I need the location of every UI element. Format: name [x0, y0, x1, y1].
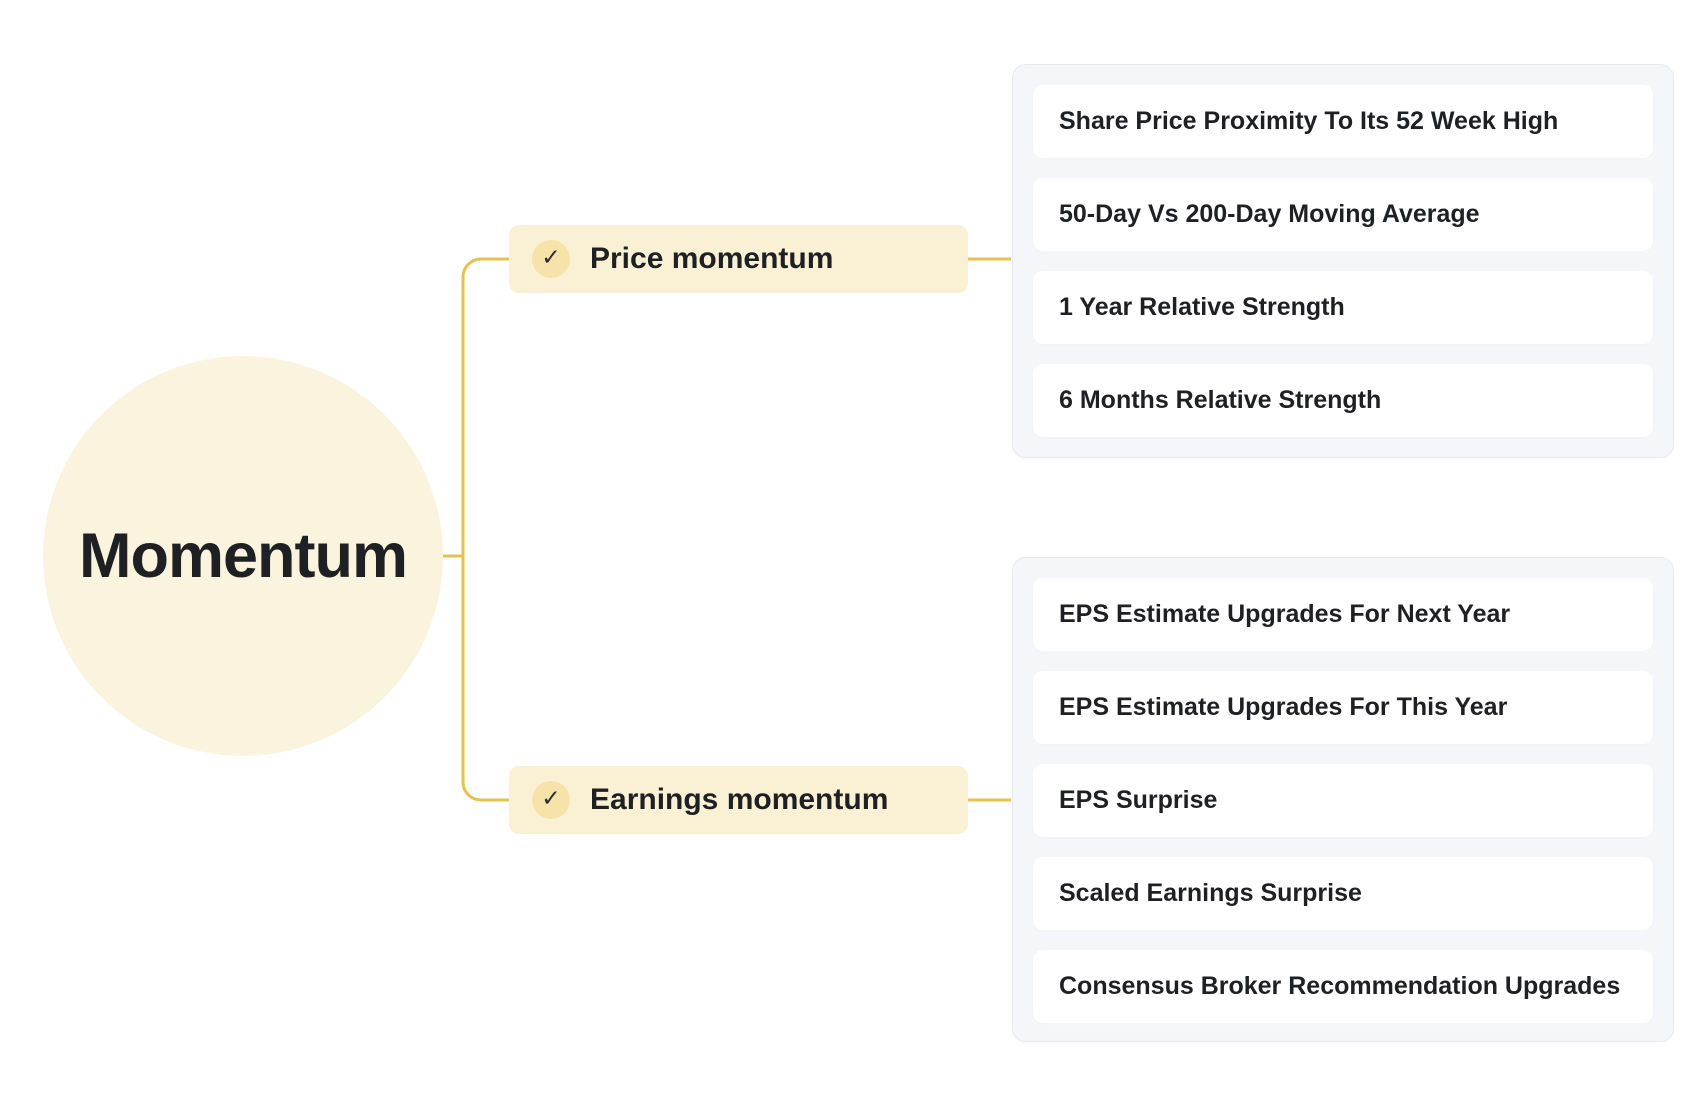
branch-node-price-momentum[interactable]: ✓ Price momentum	[509, 225, 968, 293]
branch-trunk	[461, 257, 509, 802]
factor-label: EPS Estimate Upgrades For This Year	[1059, 693, 1508, 721]
factor-card: Scaled Earnings Surprise	[1033, 857, 1653, 930]
price-momentum-panel: Share Price Proximity To Its 52 Week Hig…	[1012, 64, 1674, 458]
factor-card: EPS Estimate Upgrades For This Year	[1033, 671, 1653, 744]
factor-card: EPS Estimate Upgrades For Next Year	[1033, 578, 1653, 651]
factor-label: 6 Months Relative Strength	[1059, 386, 1382, 414]
check-badge: ✓	[532, 240, 570, 278]
earnings-momentum-panel: EPS Estimate Upgrades For Next Year EPS …	[1012, 557, 1674, 1042]
factor-label: Consensus Broker Recommendation Upgrades	[1059, 972, 1621, 1000]
factor-card: Share Price Proximity To Its 52 Week Hig…	[1033, 85, 1653, 158]
factor-label: Share Price Proximity To Its 52 Week Hig…	[1059, 107, 1559, 135]
factor-label: EPS Estimate Upgrades For Next Year	[1059, 600, 1511, 628]
branch-label: Earnings momentum	[590, 783, 889, 816]
factor-card: 6 Months Relative Strength	[1033, 364, 1653, 437]
root-node-momentum[interactable]: Momentum	[43, 356, 443, 756]
factor-label: Scaled Earnings Surprise	[1059, 879, 1362, 907]
factor-card: 1 Year Relative Strength	[1033, 271, 1653, 344]
check-badge: ✓	[532, 781, 570, 819]
check-icon: ✓	[541, 785, 561, 812]
factor-label: 50-Day Vs 200-Day Moving Average	[1059, 200, 1480, 228]
factor-card: EPS Surprise	[1033, 764, 1653, 837]
factor-label: EPS Surprise	[1059, 786, 1218, 814]
branch-label: Price momentum	[590, 242, 834, 275]
factor-card: 50-Day Vs 200-Day Moving Average	[1033, 178, 1653, 251]
factor-card: Consensus Broker Recommendation Upgrades	[1033, 950, 1653, 1023]
check-icon: ✓	[541, 244, 561, 271]
branch-node-earnings-momentum[interactable]: ✓ Earnings momentum	[509, 766, 968, 834]
factor-label: 1 Year Relative Strength	[1059, 293, 1345, 321]
root-node-label: Momentum	[79, 521, 408, 591]
